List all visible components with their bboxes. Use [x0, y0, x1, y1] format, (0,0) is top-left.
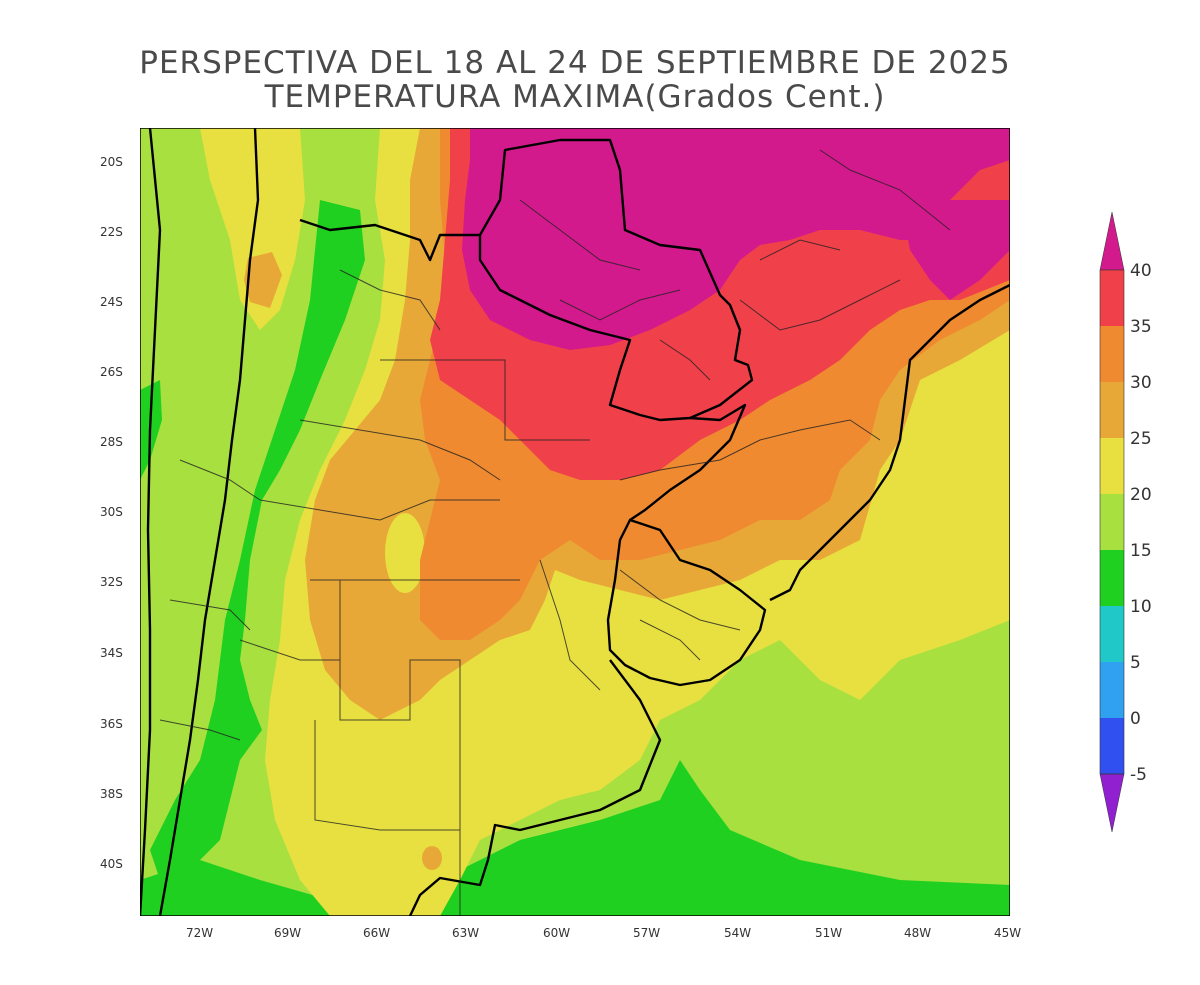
lat-label: 20S	[100, 155, 123, 169]
lon-label: 72W	[186, 926, 213, 940]
field-above-40-east	[900, 200, 1010, 300]
lon-label: 63W	[452, 926, 479, 940]
field-above-40	[462, 128, 1010, 350]
colorbar-label: 35	[1130, 317, 1152, 337]
field-20-25-spot	[385, 513, 425, 593]
province-borders	[159, 149, 951, 916]
lat-label: 38S	[100, 787, 123, 801]
longitude-labels: 72W 69W 66W 63W 60W 57W 54W 51W 48W 45W	[186, 926, 1021, 940]
lon-label: 66W	[363, 926, 390, 940]
field-25-30-spot	[422, 846, 442, 870]
colorbar-bottom-triangle	[1099, 773, 1125, 833]
colorbar-bin-10-15	[1100, 550, 1124, 606]
colorbar-bin-5-10	[1100, 606, 1124, 662]
lon-label: 60W	[543, 926, 570, 940]
colorbar-bin-15-20	[1100, 494, 1124, 550]
colorbar-label: -5	[1130, 765, 1147, 785]
latitude-labels: 20S 22S 24S 26S 28S 30S 32S 34S 36S 38S …	[100, 155, 123, 871]
map-title: PERSPECTIVA DEL 18 AL 24 DE SEPTIEMBRE D…	[139, 45, 1011, 81]
country-borders	[140, 128, 1010, 916]
lon-label: 48W	[904, 926, 931, 940]
lat-label: 40S	[100, 857, 123, 871]
colorbar-bin-35-40	[1100, 270, 1124, 326]
colorbar-bin-30-35	[1100, 326, 1124, 382]
lat-label: 34S	[100, 646, 123, 660]
colorbar-bin-m5-0	[1100, 718, 1124, 774]
lat-label: 30S	[100, 505, 123, 519]
colorbar-label: 5	[1130, 653, 1141, 673]
colorbar-label: 10	[1130, 597, 1152, 617]
colorbar-bin-20-25	[1100, 438, 1124, 494]
colorbar-top-triangle	[1099, 211, 1125, 271]
lat-label: 32S	[100, 575, 123, 589]
field-25-30-nw-spot	[244, 252, 282, 308]
lat-label: 28S	[100, 435, 123, 449]
lon-label: 54W	[724, 926, 751, 940]
lon-label: 45W	[994, 926, 1021, 940]
field-10-15-south	[140, 760, 1010, 916]
lat-label: 26S	[100, 365, 123, 379]
field-10-15-andes	[150, 200, 365, 880]
temperature-field	[140, 128, 1010, 916]
map-subtitle: TEMPERATURA MAXIMA(Grados Cent.)	[264, 79, 886, 115]
colorbar-label: 40	[1130, 261, 1152, 281]
colorbar-label: 25	[1130, 429, 1152, 449]
lat-label: 24S	[100, 295, 123, 309]
lon-label: 57W	[633, 926, 660, 940]
colorbar-label: 0	[1130, 709, 1141, 729]
colorbar-bin-25-30	[1100, 382, 1124, 438]
colorbar: 40 35 30 25 20 15 10 5 0 -5	[1099, 211, 1152, 833]
lon-label: 51W	[815, 926, 842, 940]
colorbar-label: 20	[1130, 485, 1152, 505]
lat-label: 22S	[100, 225, 123, 239]
colorbar-bin-0-5	[1100, 662, 1124, 718]
colorbar-label: 15	[1130, 541, 1152, 561]
lon-label: 69W	[274, 926, 301, 940]
colorbar-label: 30	[1130, 373, 1152, 393]
lat-label: 36S	[100, 717, 123, 731]
